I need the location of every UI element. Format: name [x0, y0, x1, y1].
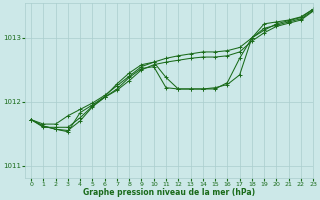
X-axis label: Graphe pression niveau de la mer (hPa): Graphe pression niveau de la mer (hPa): [83, 188, 255, 197]
